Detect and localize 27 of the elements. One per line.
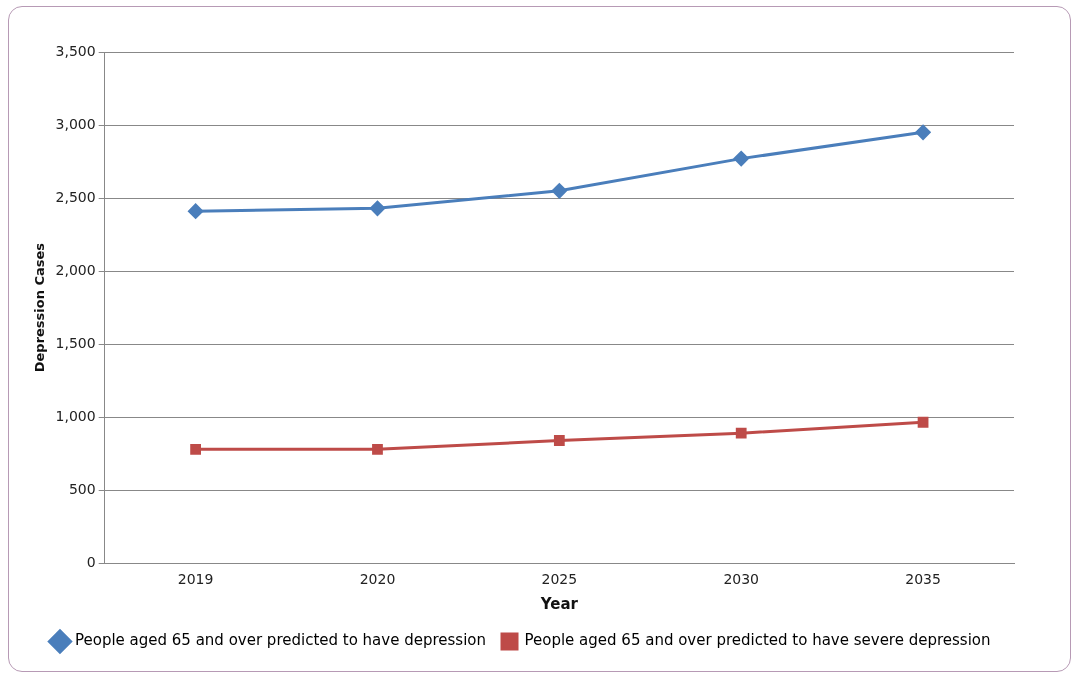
y-tick-label: 1,000 [55, 407, 96, 424]
point [190, 443, 201, 455]
point [915, 124, 931, 140]
x-tick-label: 2030 [723, 571, 760, 588]
y-tick-label: 2,500 [55, 188, 96, 205]
y-tick-label: 500 [68, 480, 96, 497]
y-tick-label: 0 [86, 553, 96, 570]
point [917, 416, 929, 428]
y-tick-label: 3,000 [55, 115, 96, 132]
x-tick-label: 2020 [359, 571, 396, 588]
point [553, 435, 565, 446]
y-tick-label: 1,500 [55, 334, 96, 351]
legend-label: People aged 65 and over predicted to have depression [74, 631, 487, 650]
point [551, 183, 567, 199]
x-tick-label: 2035 [905, 571, 941, 588]
point [188, 203, 204, 219]
y-tick-label: 2,000 [55, 261, 96, 278]
legend-label: People aged 65 and over predicted to have severe depression [524, 631, 991, 650]
y-axis-title: Depression Cases [32, 242, 48, 373]
point [733, 151, 749, 167]
point [369, 200, 385, 216]
y-tick-label: 3,500 [55, 42, 96, 59]
point [735, 427, 747, 439]
x-tick-label: 2019 [177, 571, 214, 588]
x-tick-label: 2025 [541, 571, 578, 588]
x-axis-title: Year [539, 594, 579, 613]
point [372, 443, 383, 455]
